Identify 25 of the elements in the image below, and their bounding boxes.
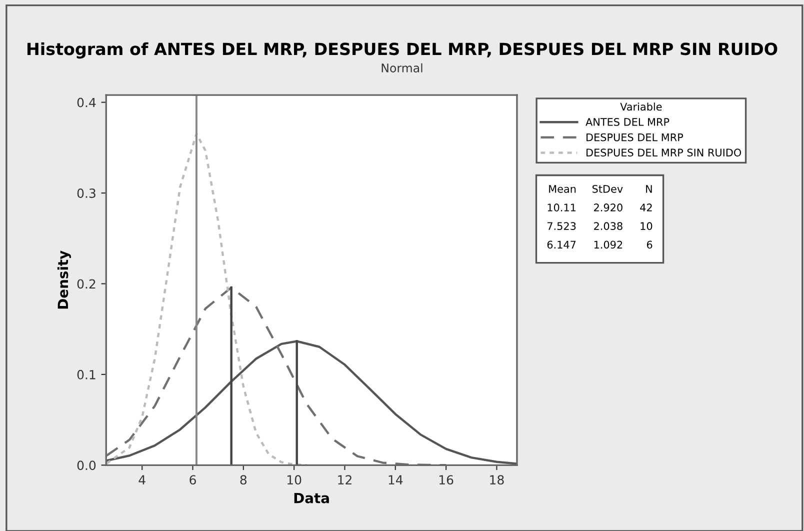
x-tick-label: 6 [190,475,196,485]
legend-label: DESPUES DEL MRP [586,133,684,142]
text: 6.147 1.092 6 [547,240,652,249]
x-tick-label: 12 [338,475,352,484]
x-tick-label: 8 [240,475,247,485]
x-axis-title: Data [294,492,329,504]
x-tick-label: 14 [388,475,403,484]
legend-label: DESPUES DEL MRP SIN RUIDO [586,148,742,157]
legend-title: Variable [620,102,662,111]
y-axis-title: Density [57,250,71,309]
y-tick-label: 0.4 [77,98,96,108]
text: Mean StDev N [549,184,652,193]
x-tick-label: 10 [287,475,302,485]
chart-title: Histogram of ANTES DEL MRP, DESPUES DEL MRP, DESPUES DEL MRP SIN RUIDO [27,42,778,59]
text: 10.11 2.920 42 [548,204,652,212]
y-tick-label: 0.0 [77,460,96,470]
x-tick-label: 18 [490,475,504,485]
x-tick-label: 16 [439,475,454,485]
legend-label: ANTES DEL MRP [586,118,670,126]
y-tick-label: 0.1 [77,370,96,380]
y-tick-label: 0.2 [77,279,96,289]
chart-subtitle: Normal [382,63,422,72]
text: 7.523 2.038 10 [548,222,652,230]
x-tick-label: 4 [138,475,146,484]
y-tick-label: 0.3 [77,188,96,198]
